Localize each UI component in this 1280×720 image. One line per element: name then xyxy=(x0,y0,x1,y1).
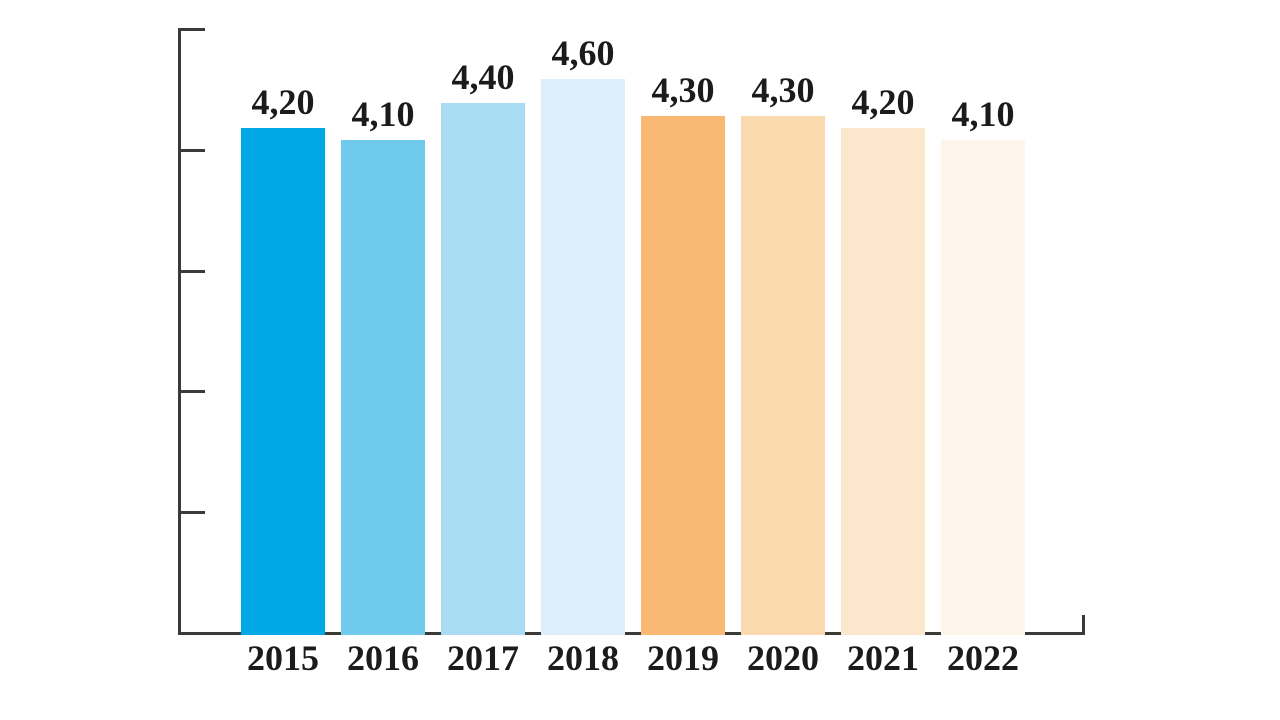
y-axis-tick xyxy=(181,511,205,515)
y-axis-tick xyxy=(181,390,205,394)
bar-value-label: 4,40 xyxy=(451,57,515,98)
bar-2016 xyxy=(341,139,425,635)
x-axis-line xyxy=(178,632,1085,635)
x-axis-end-hook xyxy=(1082,615,1085,635)
bar-2017 xyxy=(441,103,525,635)
bar-value-label: 4,10 xyxy=(351,93,415,134)
x-axis-label: 2016 xyxy=(347,638,419,678)
y-axis-line xyxy=(178,28,181,635)
x-axis-label: 2015 xyxy=(247,638,319,678)
bar-2020 xyxy=(741,115,825,635)
bar-value-label: 4,30 xyxy=(651,69,715,110)
bar-2019 xyxy=(641,115,725,635)
x-axis-label: 2021 xyxy=(847,638,919,678)
bar-2018 xyxy=(541,79,625,635)
bar-2022 xyxy=(941,139,1025,635)
bar-value-label: 4,20 xyxy=(251,81,315,122)
x-axis-label: 2022 xyxy=(947,638,1019,678)
bar-value-label: 4,30 xyxy=(751,69,815,110)
x-axis-label: 2018 xyxy=(547,638,619,678)
x-axis-label: 2019 xyxy=(647,638,719,678)
bar-value-label: 4,60 xyxy=(551,33,615,74)
y-axis-tick xyxy=(181,269,205,273)
bar-value-label: 4,20 xyxy=(851,81,915,122)
bar-2015 xyxy=(241,127,325,635)
x-axis-label: 2017 xyxy=(447,638,519,678)
bar-value-label: 4,10 xyxy=(951,93,1015,134)
bar-2021 xyxy=(841,127,925,635)
y-axis-tick xyxy=(181,148,205,152)
x-axis-label: 2020 xyxy=(747,638,819,678)
y-axis-tick xyxy=(181,28,205,31)
